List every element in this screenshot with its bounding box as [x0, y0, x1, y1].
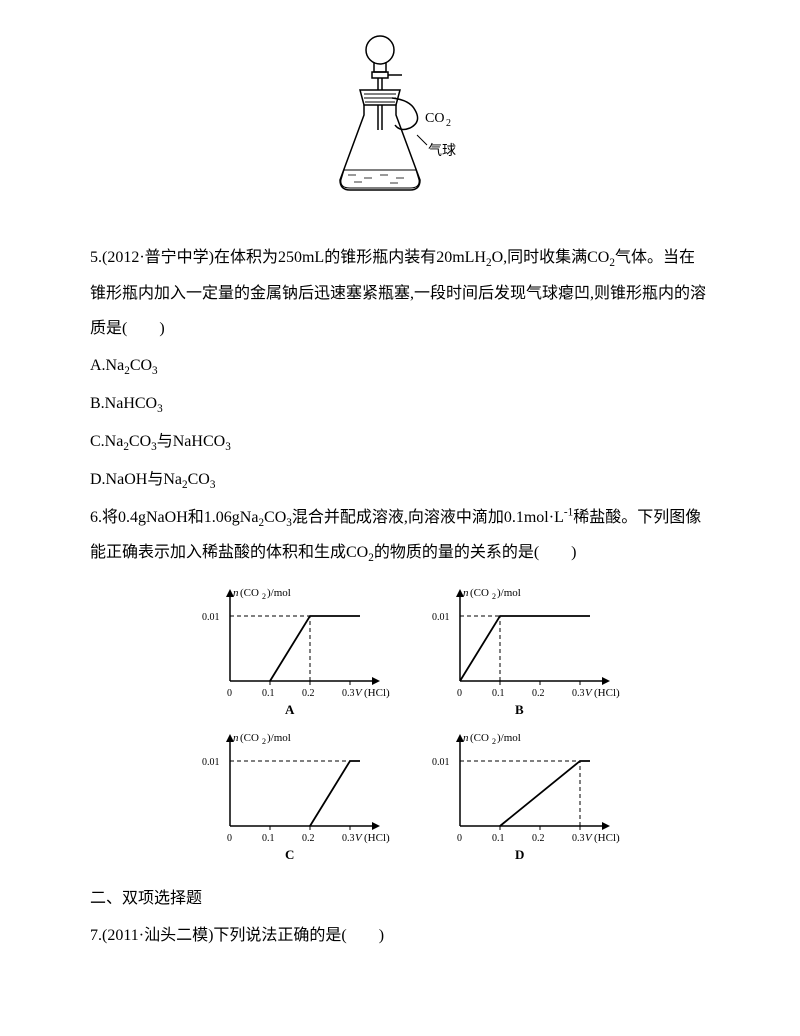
svg-text:0.1: 0.1 [492, 833, 505, 844]
svg-text:0.2: 0.2 [532, 833, 545, 844]
question-5: 5.(2012·普宁中学)在体积为250mL的锥形瓶内装有20mLH2O,同时收… [90, 240, 710, 346]
svg-text:0.3: 0.3 [572, 833, 585, 844]
svg-text:0.01: 0.01 [432, 757, 450, 768]
svg-text:n: n [463, 587, 469, 599]
balloon-label: 气球 [428, 143, 456, 159]
svg-text:0.01: 0.01 [202, 612, 220, 623]
svg-text:(CO: (CO [470, 587, 489, 599]
q5-option-c: C.Na2CO3与NaHCO3 [90, 424, 710, 460]
graphs-container: n(CO2)/mol0.0100.10.20.3V(HCl)/LAn(CO2)/… [90, 581, 710, 871]
svg-text:B: B [515, 702, 524, 717]
graph-D: n(CO2)/mol 0.01 0 0.1 0.2 0.3V(HCl)/L D [410, 726, 620, 871]
svg-text:D: D [515, 847, 524, 862]
q5-option-a: A.Na2CO3 [90, 348, 710, 384]
svg-text:(CO: (CO [240, 732, 259, 744]
svg-text:2: 2 [492, 737, 496, 746]
svg-text:n: n [463, 732, 469, 744]
svg-text:V: V [355, 832, 363, 844]
svg-text:(HCl)/L: (HCl)/L [364, 832, 390, 844]
svg-text:0.2: 0.2 [302, 688, 315, 699]
question-6: 6.将0.4gNaOH和1.06gNa2CO3混合并配成溶液,向溶液中滴加0.1… [90, 500, 710, 572]
svg-text:0.1: 0.1 [262, 688, 275, 699]
q5-option-b: B.NaHCO3 [90, 386, 710, 422]
svg-text:0.2: 0.2 [302, 833, 315, 844]
svg-text:0.01: 0.01 [432, 612, 450, 623]
svg-text:2: 2 [262, 737, 266, 746]
graph-B: n(CO2)/mol 0.01 0 0.1 0.2 0.3V(HCl)/L B [410, 581, 620, 726]
svg-text:2: 2 [492, 592, 496, 601]
apparatus-svg: CO 2 气球 [320, 30, 480, 210]
svg-text:V: V [585, 687, 593, 699]
section-2-heading: 二、双项选择题 [90, 881, 710, 916]
svg-text:0.01: 0.01 [202, 757, 220, 768]
svg-text:(HCl)/L: (HCl)/L [594, 832, 620, 844]
svg-text:)/mol: )/mol [267, 732, 291, 744]
svg-text:V: V [585, 832, 593, 844]
svg-text:0: 0 [227, 688, 232, 699]
svg-text:2: 2 [262, 592, 266, 601]
svg-text:0.3: 0.3 [342, 688, 355, 699]
svg-text:n: n [233, 732, 239, 744]
question-7: 7.(2011·汕头二模)下列说法正确的是( ) [90, 918, 710, 953]
svg-text:0: 0 [457, 833, 462, 844]
svg-text:n: n [233, 587, 239, 599]
apparatus-figure: CO 2 气球 [90, 30, 710, 210]
svg-text:(CO: (CO [470, 732, 489, 744]
svg-text:(HCl)/L: (HCl)/L [594, 687, 620, 699]
svg-text:0.2: 0.2 [532, 688, 545, 699]
svg-text:0.1: 0.1 [492, 688, 505, 699]
svg-text:(HCl)/L: (HCl)/L [364, 687, 390, 699]
svg-text:0: 0 [227, 833, 232, 844]
svg-text:)/mol: )/mol [267, 587, 291, 599]
svg-text:2: 2 [446, 118, 451, 129]
svg-text:0.3: 0.3 [572, 688, 585, 699]
q5-option-d: D.NaOH与Na2CO3 [90, 462, 710, 498]
svg-text:(CO: (CO [240, 587, 259, 599]
svg-text:0: 0 [457, 688, 462, 699]
co2-label: CO [425, 111, 444, 126]
svg-text:C: C [285, 847, 294, 862]
svg-text:0.3: 0.3 [342, 833, 355, 844]
svg-text:0.1: 0.1 [262, 833, 275, 844]
graph-C: n(CO2)/mol 0.01 0 0.1 0.2 0.3V(HCl)/L C [180, 726, 390, 871]
svg-text:V: V [355, 687, 363, 699]
svg-text:)/mol: )/mol [497, 587, 521, 599]
svg-text:A: A [285, 702, 295, 717]
svg-text:)/mol: )/mol [497, 732, 521, 744]
graph-A: n(CO2)/mol 0.01 0 0.1 0.2 0.3V(HCl)/L A [180, 581, 390, 726]
